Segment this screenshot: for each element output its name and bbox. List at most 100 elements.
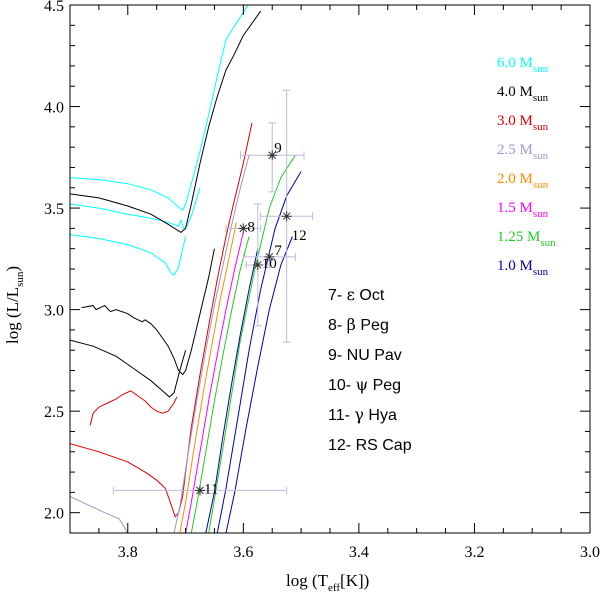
- annotation-line: 9- NU Pav: [328, 347, 402, 364]
- y-tick-label: 3.5: [44, 201, 64, 218]
- y-tick-label: 4.5: [44, 0, 64, 15]
- track-series-1: [70, 187, 201, 230]
- star-label: 12: [292, 228, 307, 244]
- track-series-11: [185, 232, 244, 533]
- annotation-line: 7- ε Oct: [328, 285, 385, 304]
- x-tick-label: 3.0: [580, 544, 600, 561]
- star-marker: [252, 259, 263, 270]
- track-series-7: [89, 390, 178, 426]
- star-marker: [238, 223, 249, 234]
- legend-mass: 1.25 M: [497, 229, 540, 245]
- legend-sub: sun: [533, 121, 549, 133]
- x-tick-label: 3.2: [464, 544, 484, 561]
- x-axis-label-tail: [K]): [340, 571, 369, 590]
- track-series-2: [70, 234, 187, 276]
- legend-entry: 4.0 Msun: [497, 84, 549, 104]
- x-tick-label: 3.4: [349, 544, 369, 561]
- y-tick-label: 2.0: [44, 506, 64, 523]
- annotation-line: 10- ψ Peg: [328, 375, 401, 394]
- x-tick-label: 3.6: [233, 544, 253, 561]
- track-series-6: [70, 122, 253, 518]
- star-annotations: 7- ε Oct 8- β Peg 9- NU Pav 10- ψ Peg 11- γ …: [328, 285, 412, 454]
- track-series-16: [225, 236, 293, 533]
- annotation-symbol: β: [347, 315, 356, 334]
- track-series-0: [70, 5, 249, 211]
- tick-layer: 3.8 3.6 3.4 3.2 3.0 2.0 2.5 3.0 3.5 4.0 4.5: [44, 0, 600, 561]
- x-axis-label: log (Teff[K]): [286, 571, 369, 594]
- star-label: 11: [204, 481, 218, 497]
- track-series-4: [81, 248, 215, 376]
- annotation-num: 10-: [328, 377, 356, 394]
- annotation-symbol: γ: [354, 405, 364, 424]
- annotation-num: 8-: [328, 317, 347, 334]
- legend-entry: 2.0 Msun: [497, 171, 549, 191]
- star-point-9: 9: [239, 122, 305, 193]
- legend-entry: 2.5 Msun: [497, 142, 549, 162]
- legend-mass: 2.5 M: [497, 142, 533, 158]
- legend-sub: sun: [533, 92, 549, 104]
- y-axis-label-tail: ): [3, 266, 22, 272]
- annotation-name: Peg: [356, 317, 389, 334]
- track-series-9: [173, 155, 250, 533]
- annotation-line: 11- γ Hya: [328, 405, 397, 424]
- legend-sub: sun: [533, 150, 549, 162]
- star-point-7: 7: [242, 243, 296, 262]
- track-series-8: [70, 495, 129, 533]
- track-series-14: [205, 248, 259, 533]
- track-series-5: [70, 339, 187, 398]
- star-point-8: 8: [225, 219, 262, 235]
- annotation-name: Peg: [368, 377, 401, 394]
- annotation-line: 12- RS Cap: [328, 437, 412, 454]
- annotation-symbol: ε: [347, 285, 355, 304]
- legend-entry: 6.0 Msun: [497, 55, 549, 75]
- annotation-num: 11-: [328, 407, 354, 424]
- x-tick-label: 3.8: [118, 544, 138, 561]
- star-marker: [264, 251, 275, 262]
- y-axis-label-main: log (L/L: [3, 287, 22, 344]
- legend-entry: 1.0 Msun: [497, 258, 549, 278]
- star-layer: 9 8 12 710 11: [112, 89, 314, 497]
- star-point-10: 10: [245, 203, 277, 327]
- star-label: 7: [274, 243, 282, 259]
- legend-mass: 6.0 M: [497, 55, 533, 71]
- legend-mass: 1.0 M: [497, 258, 533, 274]
- star-point-11: 11: [112, 481, 288, 497]
- track-series-3: [70, 10, 262, 234]
- star-label: 10: [262, 256, 277, 272]
- legend-sub: sun: [540, 237, 556, 249]
- track-series-10: [179, 222, 237, 533]
- annotation-name: Oct: [355, 287, 385, 304]
- track-series-13: [208, 155, 296, 533]
- legend-sub: sun: [533, 179, 549, 191]
- annotation-num: 9- NU Pav: [328, 347, 402, 364]
- y-tick-label: 2.5: [44, 404, 64, 421]
- series-layer: [70, 5, 302, 533]
- annotation-symbol: ψ: [356, 375, 369, 394]
- legend-sub: sun: [533, 208, 549, 220]
- legend-entry: 1.5 Msun: [497, 200, 549, 220]
- annotation-num: 12- RS Cap: [328, 437, 412, 454]
- legend-sub: sun: [533, 266, 549, 278]
- y-tick-label: 3.0: [44, 303, 64, 320]
- star-point-12: 12: [260, 89, 314, 343]
- x-axis-label-main: log (T: [286, 571, 329, 590]
- annotation-num: 7-: [328, 287, 347, 304]
- legend-mass: 1.5 M: [497, 200, 533, 216]
- star-label: 8: [247, 219, 255, 235]
- legend-entry: 1.25 Msun: [497, 229, 556, 249]
- legend-mass: 4.0 M: [497, 84, 533, 100]
- star-marker: [267, 150, 278, 161]
- legend-mass: 3.0 M: [497, 113, 533, 129]
- star-marker: [195, 485, 205, 496]
- legend-mass: 2.0 M: [497, 171, 533, 187]
- star-label: 9: [274, 140, 282, 156]
- legend-entry: 3.0 Msun: [497, 113, 549, 133]
- y-axis-label: log (L/Lsun): [3, 266, 26, 344]
- legend-sub: sun: [533, 63, 549, 75]
- x-axis-label-sub: eff: [328, 582, 340, 594]
- y-tick-label: 4.0: [44, 100, 64, 117]
- star-marker: [281, 211, 292, 222]
- annotation-line: 8- β Peg: [328, 315, 389, 334]
- track-series-12: [190, 236, 250, 533]
